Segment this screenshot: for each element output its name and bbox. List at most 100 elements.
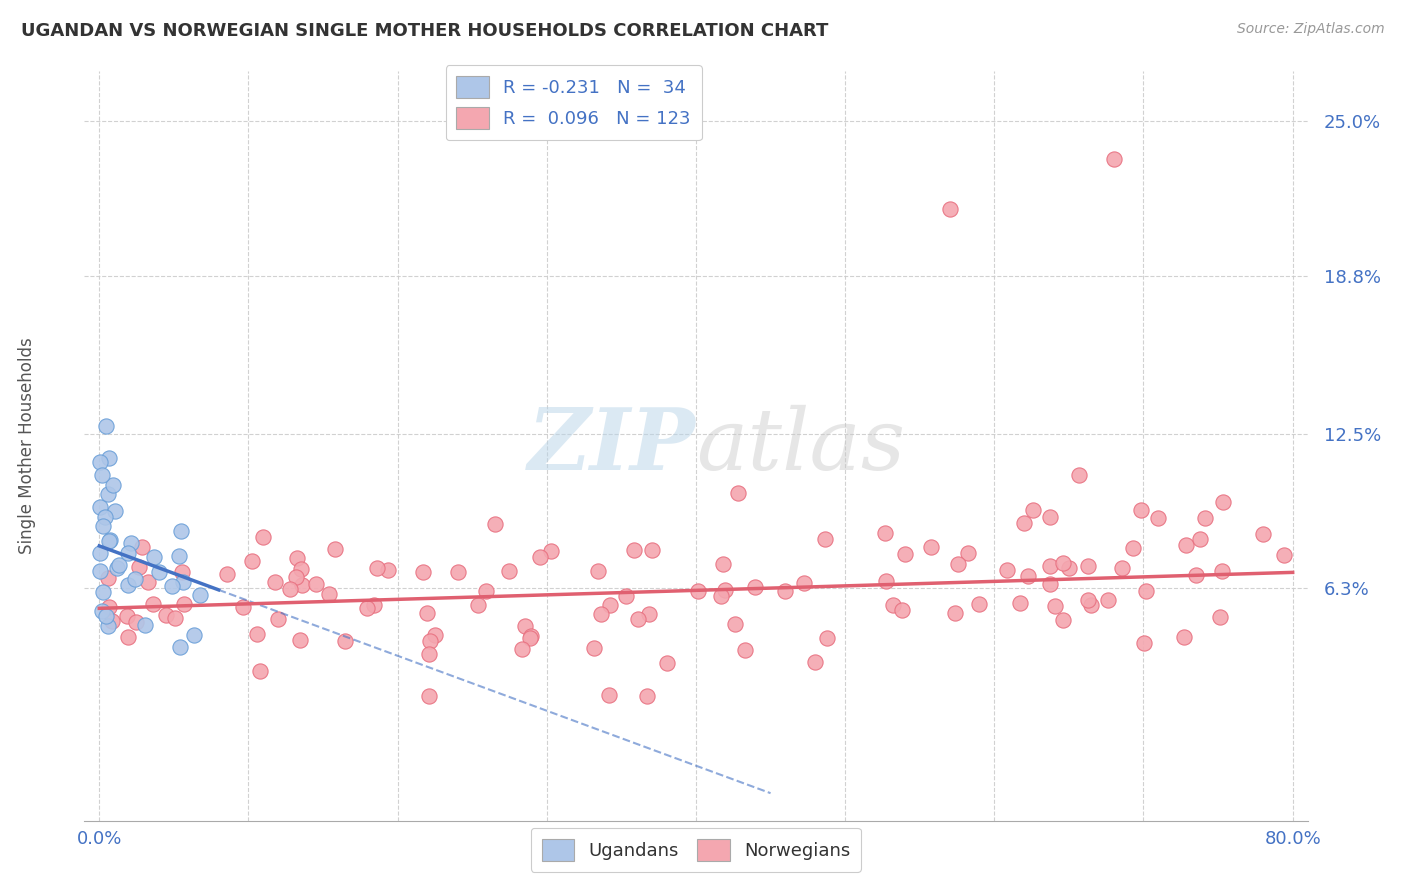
Point	[920, 540, 942, 554]
Point	[1111, 560, 1133, 574]
Text: atlas: atlas	[696, 405, 905, 487]
Point	[284, 570, 307, 584]
Point	[1133, 635, 1156, 649]
Point	[363, 598, 385, 612]
Point	[318, 587, 340, 601]
Text: ZIP: ZIP	[529, 404, 696, 488]
Point	[232, 599, 254, 614]
Point	[1080, 598, 1102, 612]
Point	[252, 530, 274, 544]
Text: Source: ZipAtlas.com: Source: ZipAtlas.com	[1237, 22, 1385, 37]
Point	[1251, 526, 1274, 541]
Point	[290, 562, 312, 576]
Point	[710, 589, 733, 603]
Point	[142, 598, 165, 612]
Point	[128, 560, 150, 574]
Point	[240, 554, 263, 568]
Point	[425, 628, 447, 642]
Point	[188, 588, 211, 602]
Point	[714, 582, 737, 597]
Point	[148, 565, 170, 579]
Point	[1059, 560, 1081, 574]
Point	[288, 632, 311, 647]
Y-axis label: Single Mother Households: Single Mother Households	[18, 338, 35, 554]
Point	[143, 549, 166, 564]
Point	[1189, 532, 1212, 546]
Point	[1012, 516, 1035, 530]
Point	[688, 583, 710, 598]
Point	[170, 565, 193, 579]
Point	[1212, 495, 1234, 509]
Point	[475, 583, 498, 598]
Point	[638, 607, 661, 621]
Point	[280, 582, 302, 596]
Point	[169, 640, 191, 654]
Point	[97, 619, 120, 633]
Point	[96, 419, 118, 434]
Point	[415, 606, 437, 620]
Point	[134, 617, 156, 632]
Point	[169, 524, 191, 538]
Point	[124, 615, 146, 629]
Point	[1272, 548, 1295, 562]
Point	[155, 607, 177, 622]
Point	[105, 561, 128, 575]
Point	[626, 612, 648, 626]
Point	[636, 689, 658, 703]
Point	[117, 577, 139, 591]
Point	[323, 542, 346, 557]
Point	[1129, 503, 1152, 517]
Point	[734, 643, 756, 657]
Point	[586, 564, 609, 578]
Point	[98, 533, 121, 547]
Point	[89, 564, 111, 578]
Point	[727, 486, 749, 500]
Point	[120, 536, 142, 550]
Text: UGANDAN VS NORWEGIAN SINGLE MOTHER HOUSEHOLDS CORRELATION CHART: UGANDAN VS NORWEGIAN SINGLE MOTHER HOUSE…	[21, 22, 828, 40]
Point	[418, 689, 440, 703]
Point	[89, 546, 111, 560]
Point	[1102, 152, 1125, 166]
Point	[1184, 567, 1206, 582]
Point	[366, 561, 388, 575]
Point	[655, 657, 678, 671]
Point	[246, 626, 269, 640]
Point	[804, 655, 827, 669]
Point	[793, 576, 815, 591]
Point	[356, 601, 378, 615]
Point	[101, 477, 124, 491]
Point	[335, 633, 357, 648]
Point	[875, 526, 897, 541]
Point	[1097, 593, 1119, 607]
Point	[290, 578, 312, 592]
Point	[124, 572, 146, 586]
Point	[890, 602, 912, 616]
Point	[540, 543, 562, 558]
Point	[1122, 541, 1144, 556]
Point	[419, 634, 441, 648]
Point	[97, 451, 120, 466]
Point	[1022, 502, 1045, 516]
Point	[305, 577, 328, 591]
Point	[412, 565, 434, 579]
Point	[484, 516, 506, 531]
Point	[641, 543, 664, 558]
Point	[1209, 610, 1232, 624]
Point	[512, 642, 534, 657]
Point	[94, 509, 117, 524]
Point	[882, 599, 904, 613]
Point	[520, 629, 543, 643]
Point	[614, 589, 637, 603]
Point	[1147, 511, 1170, 525]
Point	[167, 549, 190, 564]
Point	[1173, 631, 1195, 645]
Point	[711, 558, 734, 572]
Point	[1052, 613, 1074, 627]
Point	[967, 598, 990, 612]
Point	[173, 598, 195, 612]
Point	[160, 579, 183, 593]
Point	[946, 557, 969, 571]
Point	[97, 533, 120, 548]
Point	[165, 611, 187, 625]
Point	[938, 202, 960, 216]
